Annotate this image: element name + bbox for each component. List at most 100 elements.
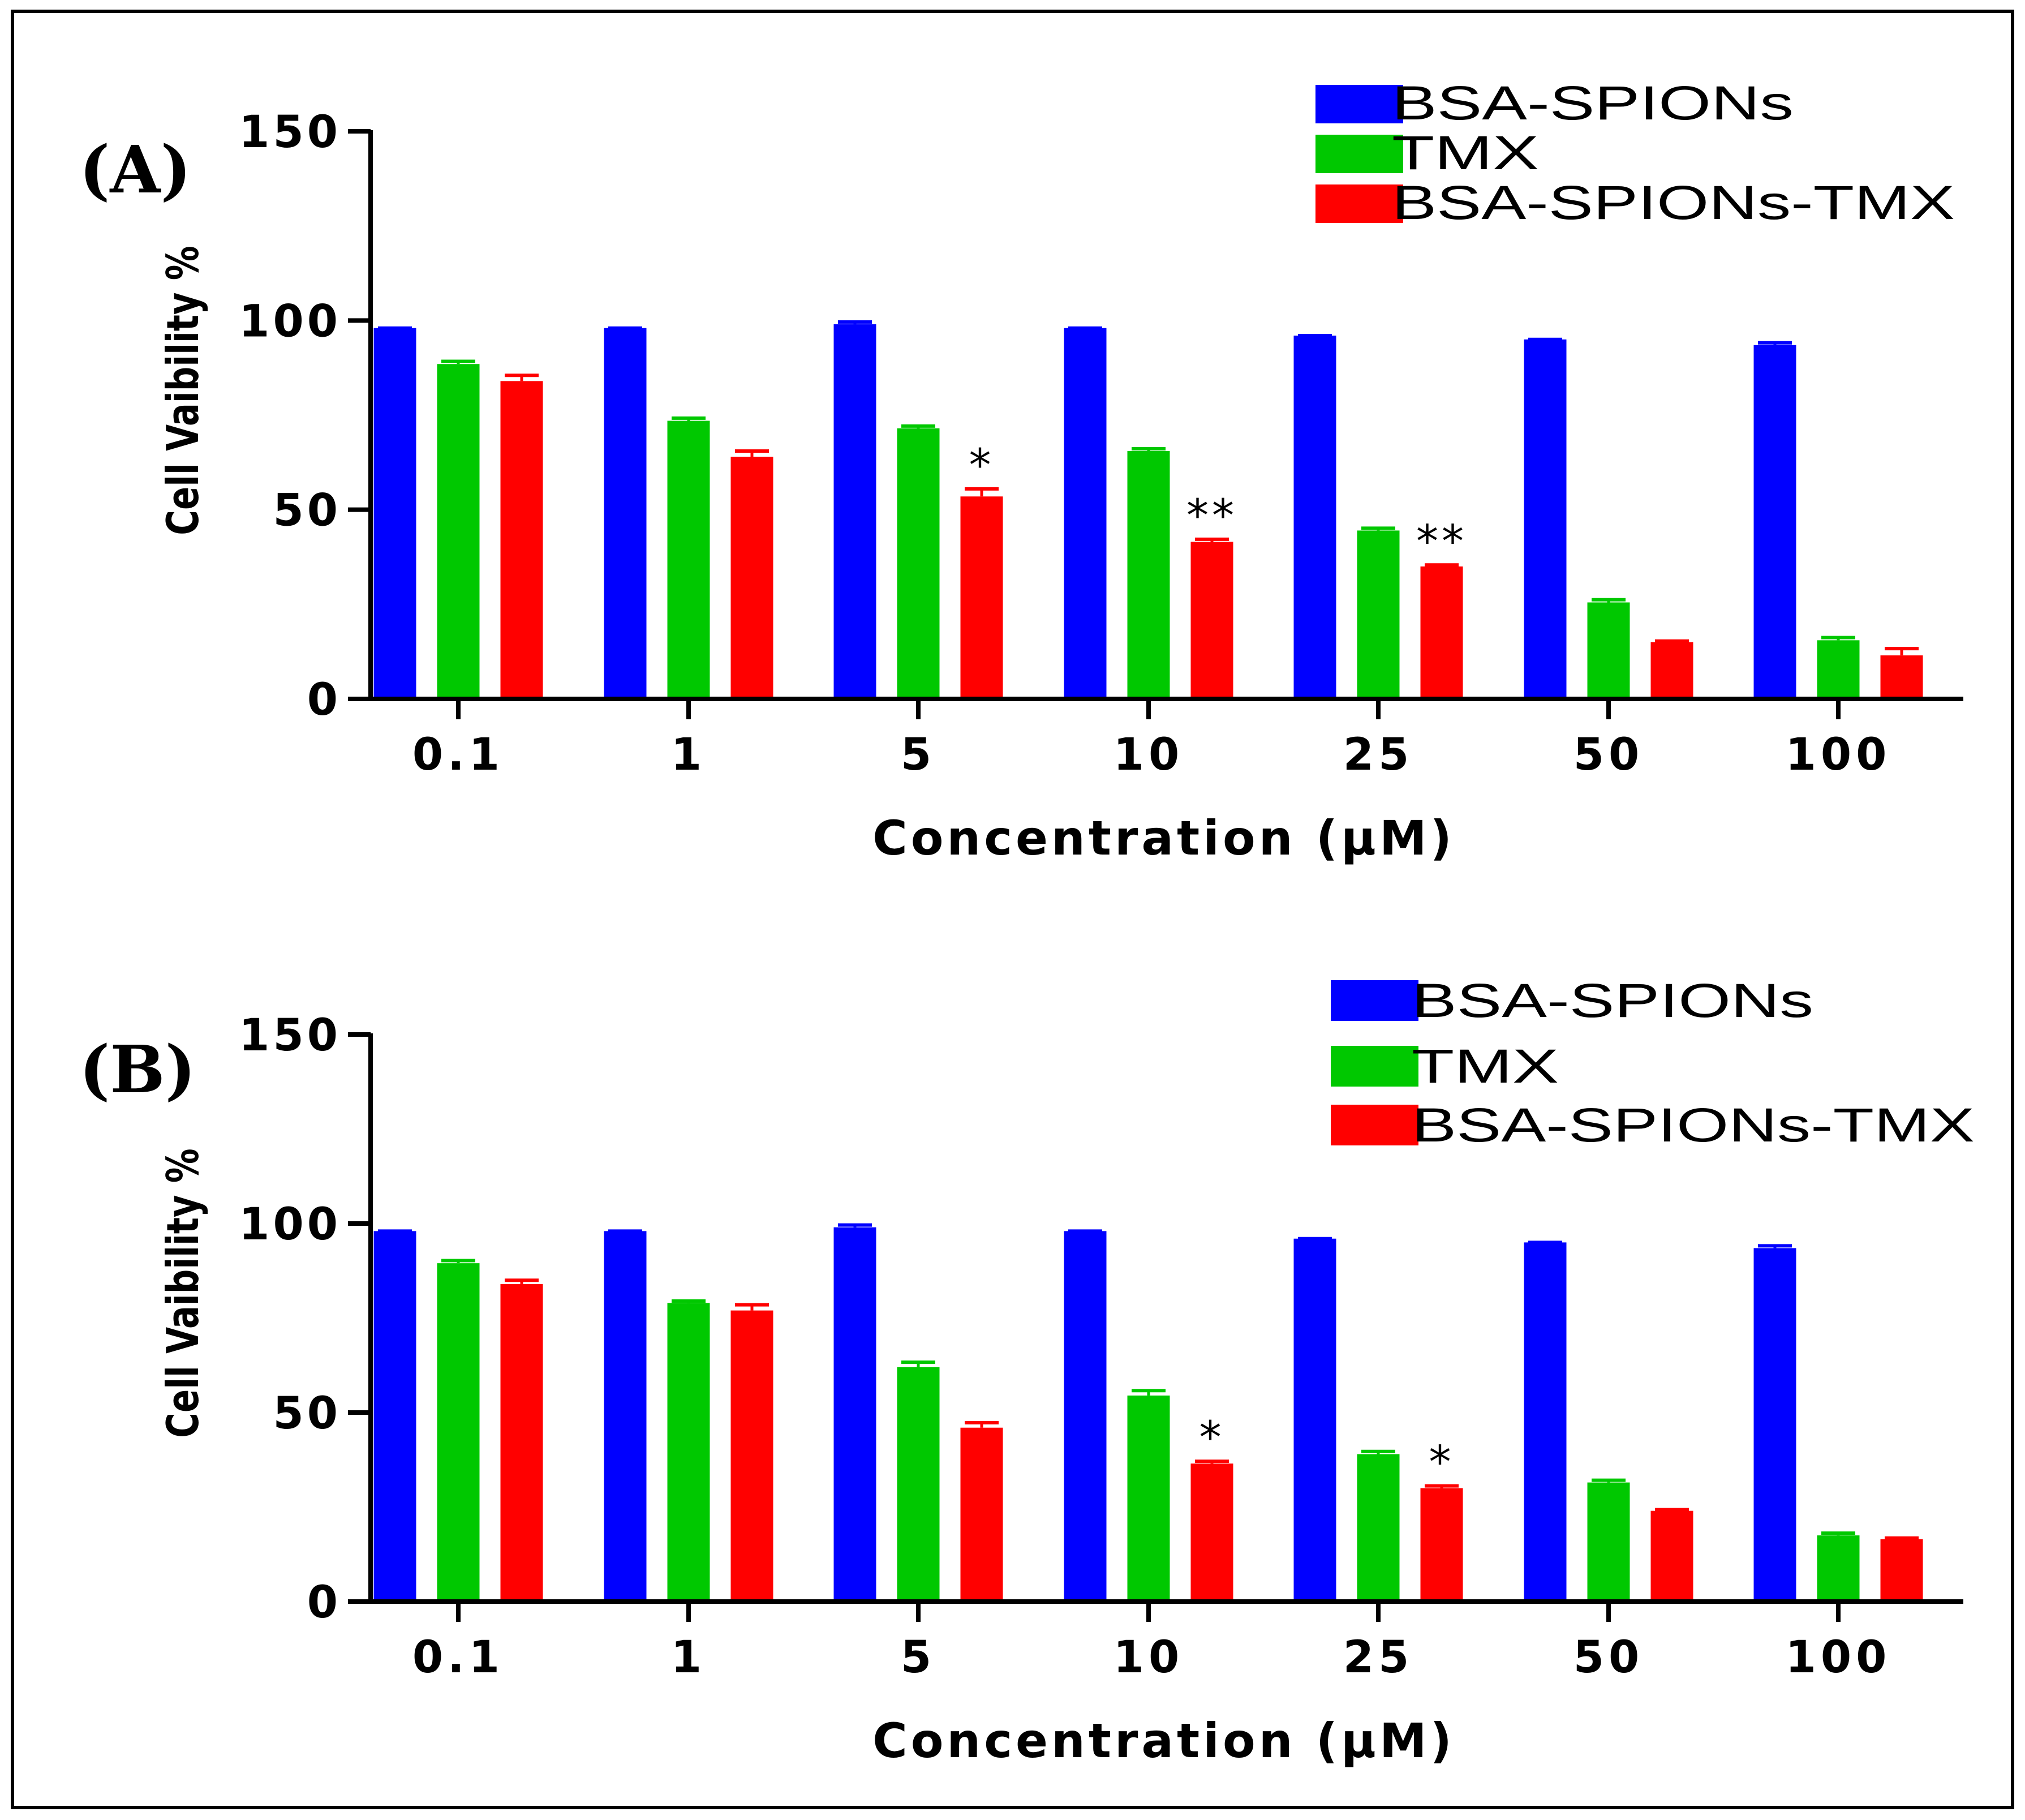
panel-b-error-bar-bsa-spions-tmx-1 bbox=[735, 1303, 769, 1311]
panel-b-error-bar-bsa-spions-tmx-100 bbox=[1885, 1536, 1919, 1540]
panel-a-x-tick-label-50: 50 bbox=[1573, 729, 1644, 780]
panel-b-significance-25: * bbox=[1429, 1437, 1455, 1488]
panel-a-error-bar-bsa-spions-tmx-25 bbox=[1425, 563, 1459, 567]
panel-a-x-tick-label-100: 100 bbox=[1786, 729, 1891, 780]
panel-b-legend-label-bsa-spions: BSA-SPIONs bbox=[1412, 974, 1813, 1027]
panel-a-error-bar-tmx-100 bbox=[1821, 636, 1855, 641]
panel-b-bar-bsa-spions-tmx-10 bbox=[1190, 1463, 1233, 1602]
panel-b-error-bar-tmx-1 bbox=[672, 1299, 706, 1303]
panel-b-bar-bsa-spions-50 bbox=[1524, 1242, 1567, 1602]
panel-a-error-bar-bsa-spions-100 bbox=[1758, 341, 1792, 345]
panel-a-error-bar-tmx-1 bbox=[672, 416, 706, 421]
panel-b-y-tick-label-100: 100 bbox=[239, 1199, 341, 1250]
panel-b-x-tick-label-50: 50 bbox=[1573, 1632, 1644, 1683]
panel-b-bar-bsa-spions-tmx-50 bbox=[1650, 1510, 1693, 1602]
panel-a-y-tick-label-0: 0 bbox=[307, 675, 341, 726]
panel-b-bar-bsa-spions-100 bbox=[1753, 1248, 1796, 1602]
panel-a-label: (A) bbox=[79, 132, 191, 208]
panel-b-x-tick-label-10: 10 bbox=[1113, 1632, 1184, 1683]
panel-a-legend: BSA-SPIONs TMX BSA-SPIONs-TMX bbox=[1315, 76, 1955, 229]
panel-b-x-tick-label-100: 100 bbox=[1786, 1632, 1891, 1683]
panel-b-y-axis-title: Cell Vaibility % bbox=[158, 1148, 209, 1437]
panel-b-bar-bsa-spions-1 bbox=[604, 1231, 647, 1602]
panel-b-y-tick-label-50: 50 bbox=[273, 1388, 341, 1439]
panel-a-significance-25: ** bbox=[1416, 516, 1467, 567]
panel-a-bar-tmx-100 bbox=[1817, 640, 1860, 699]
panel-a-bar-bsa-spions-tmx-100 bbox=[1880, 655, 1923, 699]
panel-a-y-axis-title: Cell Vaibility % bbox=[158, 246, 209, 535]
panel-a-bar-bsa-spions-1 bbox=[604, 328, 647, 699]
panel-a-y-tick-label-150: 150 bbox=[239, 107, 341, 158]
panel-a-error-bar-bsa-spions-tmx-10 bbox=[1195, 537, 1229, 542]
panel-a-significance-5: * bbox=[969, 440, 995, 491]
panel-a-legend-swatch-bsa-spions bbox=[1315, 85, 1403, 123]
panel-a-significance-10: ** bbox=[1186, 491, 1237, 542]
panel-a-bar-tmx-5 bbox=[897, 428, 940, 699]
panel-a-error-bar-tmx-5 bbox=[901, 424, 935, 428]
panel-a-bar-bsa-spions-tmx-10 bbox=[1190, 542, 1233, 699]
panel-a-error-bar-bsa-spions-tmx-50 bbox=[1655, 639, 1689, 643]
panel-b-bar-tmx-10 bbox=[1127, 1395, 1170, 1602]
panel-b-legend-swatch-tmx bbox=[1331, 1046, 1418, 1087]
panel-b-bar-tmx-5 bbox=[897, 1367, 940, 1602]
panel-a-x-tick-label-5: 5 bbox=[901, 729, 936, 780]
panel-a-error-bar-bsa-spions-5 bbox=[838, 320, 872, 325]
panel-b-error-bar-tmx-5 bbox=[901, 1360, 935, 1367]
panel-b-bar-tmx-1 bbox=[667, 1303, 710, 1602]
panel-a-legend-label-bsa-spions: BSA-SPIONs bbox=[1392, 76, 1794, 130]
panel-b-x-axis-title: Concentration (μM) bbox=[872, 1713, 1455, 1769]
panel-a-bar-bsa-spions-50 bbox=[1524, 339, 1567, 699]
panel-b-bar-bsa-spions-0-1 bbox=[373, 1231, 416, 1602]
panel-b-x-tick-label-25: 25 bbox=[1343, 1632, 1414, 1683]
panel-a-x-axis-title: Concentration (μM) bbox=[872, 810, 1455, 866]
panel-b-error-bar-tmx-0-1 bbox=[441, 1259, 475, 1264]
panel-b-bar-bsa-spions-10 bbox=[1064, 1231, 1107, 1602]
figure-border bbox=[11, 10, 2014, 1809]
panel-b-legend: BSA-SPIONs TMX BSA-SPIONs-TMX bbox=[1331, 974, 1975, 1152]
panel-a-bar-tmx-50 bbox=[1587, 602, 1630, 699]
panel-a-x-tick-label-0-1: 0.1 bbox=[412, 729, 504, 780]
panel-b-bar-bsa-spions-25 bbox=[1293, 1238, 1336, 1602]
panel-b-bar-bsa-spions-tmx-1 bbox=[730, 1310, 773, 1602]
panel-b-y-tick-label-150: 150 bbox=[239, 1010, 341, 1061]
panel-a-bar-tmx-0-1 bbox=[437, 364, 480, 699]
panel-b-x-tick-label-1: 1 bbox=[671, 1632, 706, 1683]
panel-b-legend-label-tmx: TMX bbox=[1412, 1040, 1559, 1093]
panel-b-bar-bsa-spions-tmx-100 bbox=[1880, 1539, 1923, 1602]
panel-b-bar-tmx-100 bbox=[1817, 1535, 1860, 1602]
panel-a-error-bar-tmx-10 bbox=[1132, 447, 1166, 452]
panel-a-legend-swatch-tmx bbox=[1315, 135, 1403, 173]
panel-b-error-bar-tmx-10 bbox=[1132, 1389, 1166, 1396]
panel-b-error-bar-bsa-spions-tmx-50 bbox=[1655, 1508, 1689, 1512]
panel-b-error-bar-tmx-50 bbox=[1592, 1478, 1626, 1483]
panel-b-legend-label-bsa-spions-tmx: BSA-SPIONs-TMX bbox=[1412, 1098, 1975, 1152]
panel-a-error-bar-bsa-spions-tmx-0-1 bbox=[505, 374, 539, 381]
panel-a-error-bar-bsa-spions-tmx-100 bbox=[1885, 647, 1919, 656]
panel-b-significance-10: * bbox=[1199, 1413, 1225, 1463]
panel-a-bar-bsa-spions-10 bbox=[1064, 328, 1107, 699]
panel-b-x-tick-label-0-1: 0.1 bbox=[412, 1632, 504, 1683]
panel-b-error-bar-bsa-spions-5 bbox=[838, 1223, 872, 1227]
panel-b-error-bar-bsa-spions-tmx-10 bbox=[1195, 1460, 1229, 1464]
panel-b-error-bar-tmx-100 bbox=[1821, 1531, 1855, 1536]
panel-b-bar-bsa-spions-5 bbox=[833, 1227, 876, 1602]
panel-a-error-bar-bsa-spions-tmx-5 bbox=[965, 487, 999, 497]
panel-b-error-bar-tmx-25 bbox=[1361, 1449, 1395, 1454]
panel-a: (A) Cell Vaibility % Concentration (μM) … bbox=[79, 76, 1963, 866]
panel-a-bar-bsa-spions-tmx-0-1 bbox=[500, 381, 543, 699]
panel-a-legend-swatch-bsa-spions-tmx bbox=[1315, 184, 1403, 223]
panel-b-legend-swatch-bsa-spions bbox=[1331, 980, 1418, 1021]
panel-b-bar-tmx-25 bbox=[1357, 1454, 1400, 1602]
panel-a-bar-bsa-spions-tmx-1 bbox=[730, 457, 773, 699]
panel-a-bar-bsa-spions-100 bbox=[1753, 345, 1796, 699]
panel-a-error-bar-tmx-0-1 bbox=[441, 359, 475, 364]
panel-a-y-tick-label-100: 100 bbox=[239, 296, 341, 347]
panel-a-bar-tmx-1 bbox=[667, 420, 710, 699]
panel-b-bar-bsa-spions-tmx-25 bbox=[1420, 1488, 1463, 1602]
panel-a-x-tick-label-10: 10 bbox=[1113, 729, 1184, 780]
panel-b-x-tick-label-5: 5 bbox=[901, 1632, 936, 1683]
panel-b-bar-bsa-spions-tmx-5 bbox=[960, 1427, 1003, 1602]
panel-a-error-bar-bsa-spions-tmx-1 bbox=[735, 449, 769, 457]
panel-b-plot: 0 50 100 150 0.1 1 5 10 25 50 100 * * bbox=[239, 1010, 1963, 1683]
